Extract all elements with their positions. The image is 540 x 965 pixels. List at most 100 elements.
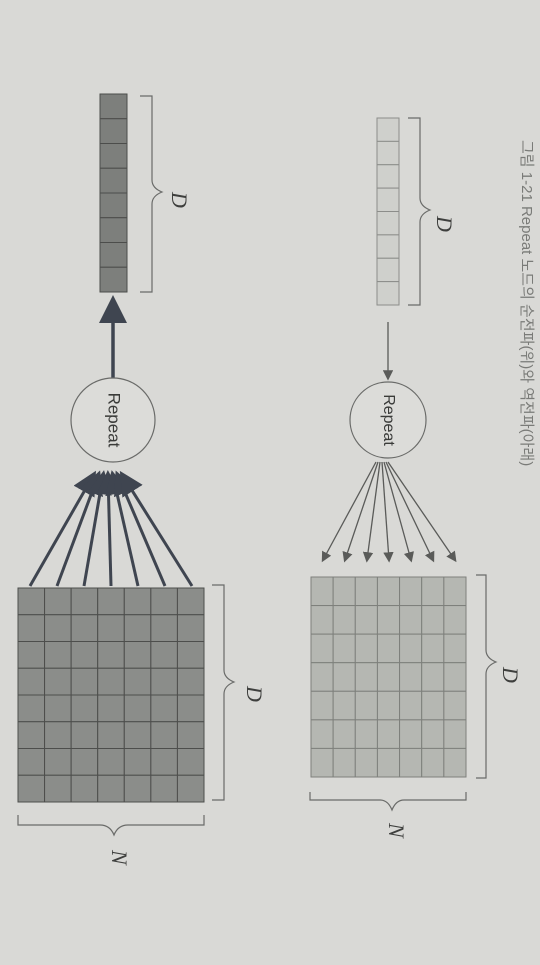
backward-matrix-cell — [176, 614, 205, 642]
backward-matrix-cell — [150, 587, 178, 616]
forward-matrix-cell — [310, 747, 334, 778]
backward-vector-cell — [99, 118, 128, 144]
forward-matrix-cell — [421, 747, 445, 778]
forward-matrix-cell — [354, 747, 378, 778]
backward-matrix-cell — [70, 641, 99, 669]
backward-matrix-cell — [44, 748, 72, 776]
backward-vector-cell — [99, 242, 128, 268]
forward-matrix-cell — [399, 719, 423, 749]
forward-matrix-cell — [310, 662, 334, 692]
forward-matrix-cell — [443, 662, 467, 692]
backward-matrix-cell — [123, 667, 152, 696]
backward-matrix-cell — [70, 774, 99, 803]
forward-matrix-cell — [443, 719, 467, 749]
backward-vector-cell — [99, 217, 128, 243]
backward-matrix-cell — [70, 694, 99, 723]
forward-matrix-cell — [443, 747, 467, 778]
forward-vector-cell — [376, 234, 400, 259]
backward-matrix-width-brace — [212, 584, 236, 801]
backward-matrix-cell — [17, 614, 46, 642]
backward-matrix-cell — [150, 774, 178, 803]
forward-matrix-cell — [354, 662, 378, 692]
forward-matrix-cell — [332, 605, 356, 635]
backward-input-arrows — [28, 470, 194, 587]
backward-matrix-cell — [70, 748, 99, 776]
forward-matrix-cell — [443, 633, 467, 664]
backward-fan-arrow — [119, 470, 194, 587]
backward-matrix-cell — [150, 721, 178, 749]
backward-matrix-cell — [97, 667, 125, 696]
forward-matrix-cell — [376, 605, 401, 635]
backward-matrix-cell — [176, 667, 205, 696]
forward-matrix-cell — [399, 747, 423, 778]
backward-matrix-cell — [150, 748, 178, 776]
backward-repeat-node — [70, 377, 156, 463]
backward-matrix-cell — [17, 774, 46, 803]
forward-matrix-cell — [421, 576, 445, 607]
forward-matrix-cell — [332, 576, 356, 607]
backward-matrix-cell — [176, 774, 205, 803]
backward-matrix-cell — [123, 587, 152, 616]
forward-input-vector — [376, 117, 400, 306]
backward-matrix-height-label: N — [107, 849, 132, 866]
backward-matrix-height-brace — [17, 815, 205, 837]
backward-matrix-cell — [17, 694, 46, 723]
backward-vector-label: D — [167, 191, 192, 208]
forward-repeat-node — [349, 381, 427, 459]
backward-matrix-cell — [97, 587, 125, 616]
forward-matrix-height-brace — [309, 792, 467, 812]
backward-matrix-cell — [44, 587, 72, 616]
backward-matrix-cell — [150, 694, 178, 723]
forward-matrix-cell — [376, 690, 401, 721]
forward-fan-arrow — [381, 461, 394, 563]
forward-matrix-cell — [376, 662, 401, 692]
forward-matrix-cell — [421, 633, 445, 664]
backward-matrix-cell — [123, 694, 152, 723]
backward-matrix-cell — [97, 641, 125, 669]
forward-fan-arrow — [342, 461, 379, 563]
backward-matrix-cell — [150, 641, 178, 669]
backward-matrix-cell — [123, 721, 152, 749]
backward-matrix-cell — [70, 587, 99, 616]
backward-matrix-cell — [97, 694, 125, 723]
backward-diagram: D Repeat D N — [17, 93, 267, 866]
backward-matrix-cell — [70, 721, 99, 749]
backward-vector-cell — [99, 167, 128, 194]
backward-matrix-cell — [97, 748, 125, 776]
forward-matrix-cell — [310, 690, 334, 721]
backward-matrix-cell — [44, 641, 72, 669]
forward-vector-cell — [376, 187, 400, 212]
backward-vector-cell — [99, 192, 128, 219]
forward-matrix-cell — [443, 576, 467, 607]
backward-matrix-cell — [123, 748, 152, 776]
backward-matrix-cell — [44, 774, 72, 803]
forward-matrix-cell — [354, 576, 378, 607]
backward-matrix-cell — [44, 694, 72, 723]
forward-vector-cell — [376, 140, 400, 166]
backward-matrix-cell — [150, 667, 178, 696]
forward-matrix-cell — [310, 576, 334, 607]
backward-matrix-cell — [176, 641, 205, 669]
forward-matrix-cell — [421, 719, 445, 749]
forward-fan-arrow — [321, 461, 377, 563]
backward-matrix-cell — [17, 748, 46, 776]
forward-matrix-width-brace — [476, 574, 498, 779]
forward-vector-label: D — [432, 215, 457, 232]
backward-matrix-cell — [123, 614, 152, 642]
forward-matrix-cell — [399, 576, 423, 607]
forward-matrix-cell — [332, 633, 356, 664]
backward-matrix-cell — [97, 614, 125, 642]
forward-vector-cell — [376, 211, 400, 236]
forward-matrix-cell — [376, 719, 401, 749]
forward-matrix-width-label: D — [498, 666, 523, 683]
forward-vector-cell — [376, 281, 400, 306]
forward-fan-arrow — [387, 461, 457, 563]
backward-vector-brace — [140, 95, 164, 293]
backward-matrix-cell — [70, 667, 99, 696]
backward-input-matrix — [17, 587, 205, 803]
backward-vector-cell — [99, 266, 128, 293]
forward-matrix-cell — [332, 719, 356, 749]
forward-matrix-cell — [310, 633, 334, 664]
